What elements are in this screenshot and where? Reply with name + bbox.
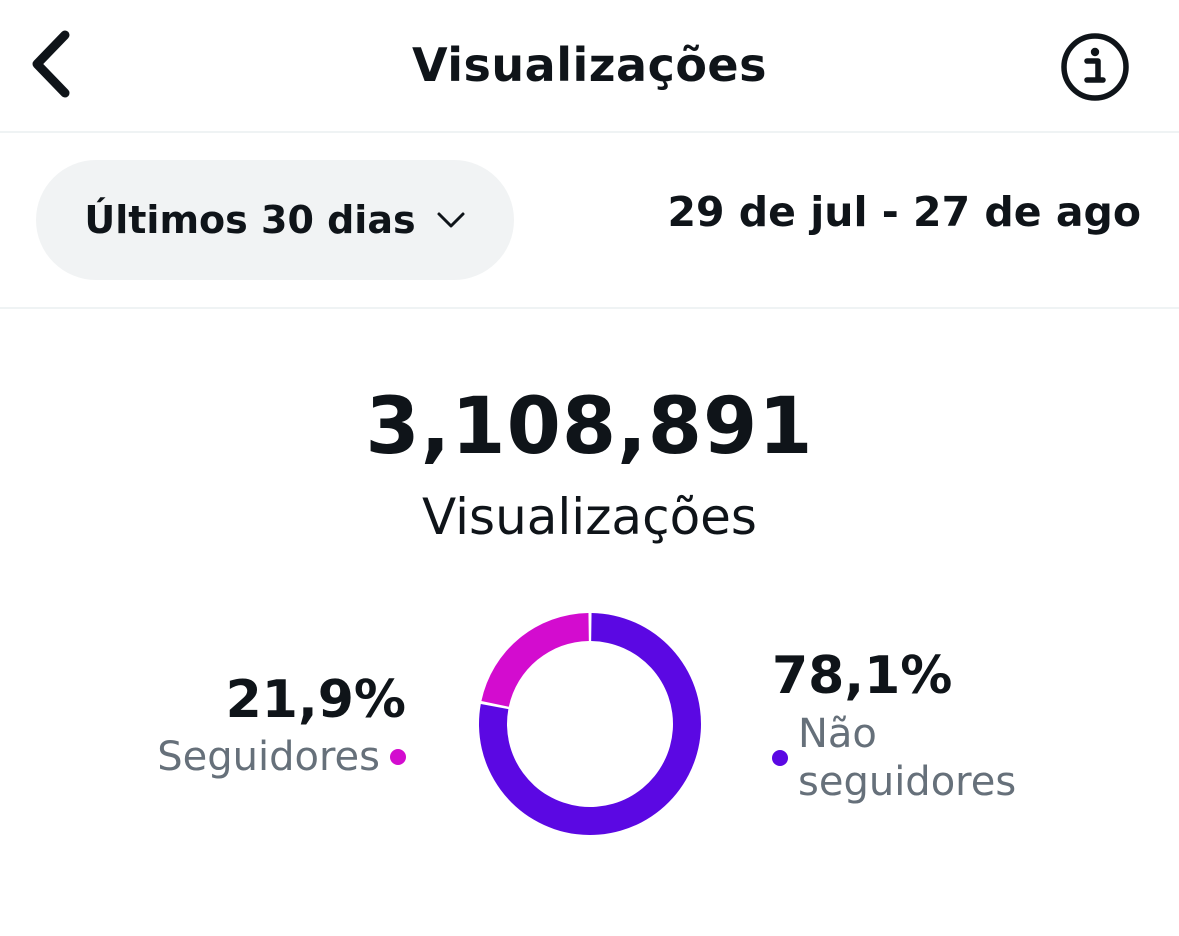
followers-stat: 21,9% Seguidores: [157, 670, 406, 782]
followers-percent: 21,9%: [225, 670, 406, 730]
chevron-left-icon: [32, 30, 70, 98]
date-range-dropdown[interactable]: Últimos 30 dias: [36, 160, 514, 280]
followers-dot: [390, 749, 406, 765]
info-button[interactable]: [1059, 31, 1131, 103]
followers-label: Seguidores: [157, 734, 380, 780]
non-followers-label: Não seguidores: [798, 711, 1017, 805]
page-title: Visualizações: [411, 38, 768, 92]
non-followers-percent: 78,1%: [772, 646, 953, 706]
total-views-value: 3,108,891: [365, 382, 814, 472]
chevron-down-icon: [437, 212, 465, 228]
header-divider: [0, 131, 1179, 133]
back-button[interactable]: [20, 26, 80, 102]
date-range-text: 29 de jul - 27 de ago: [667, 188, 1141, 236]
views-donut-chart: [479, 613, 701, 835]
non-followers-stat: 78,1% Não seguidores: [772, 646, 1038, 806]
range-divider: [0, 307, 1179, 309]
date-range-label: Últimos 30 dias: [84, 198, 416, 242]
info-icon: [1061, 33, 1129, 101]
non-followers-dot: [772, 750, 788, 766]
followers-legend: Seguidores: [157, 732, 406, 782]
header: Visualizações: [0, 0, 1179, 133]
donut-segment-followers: [481, 613, 589, 707]
total-views-label: Visualizações: [422, 488, 757, 546]
non-followers-legend: Não seguidores: [772, 710, 1038, 806]
